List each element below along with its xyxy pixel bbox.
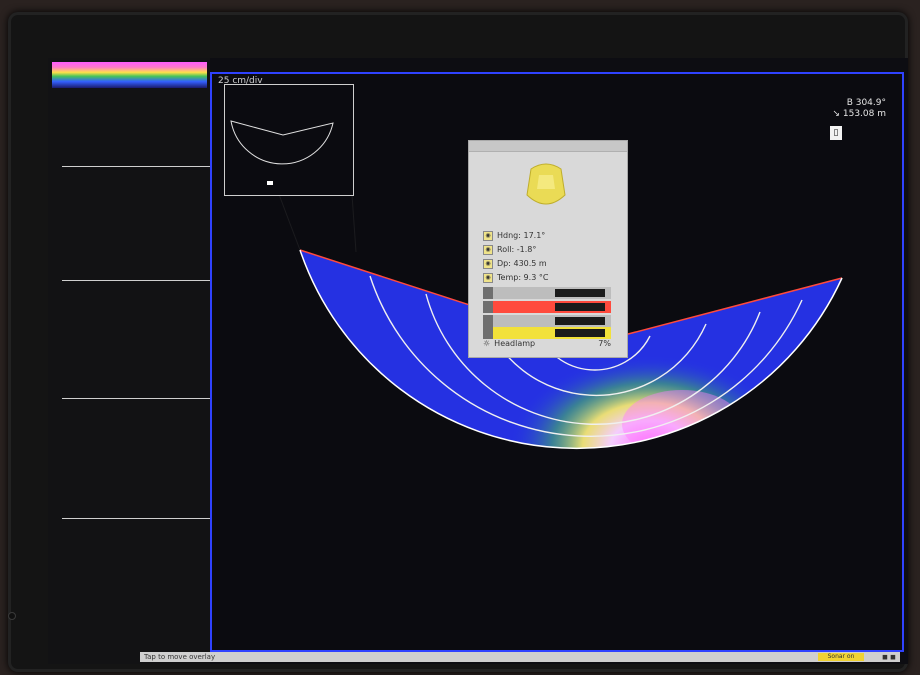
headlamp-icon: ☼ bbox=[483, 338, 491, 348]
temperature-row: ◉ Temp: 9.3 °C bbox=[483, 271, 611, 284]
depth-line bbox=[62, 398, 210, 399]
thermometer-icon: ◉ bbox=[483, 272, 493, 283]
depth-line bbox=[62, 518, 210, 519]
heading-icon: ◉ bbox=[483, 230, 493, 241]
minimap-position-marker bbox=[267, 181, 273, 185]
status-bar-icon bbox=[483, 315, 493, 327]
headlamp-row[interactable]: ☼ Headlamp 7% bbox=[483, 337, 611, 349]
status-bar: Tap to move overlay Sonar on ◼ ◼ bbox=[140, 652, 900, 662]
fan-outer-arc bbox=[299, 249, 843, 449]
minimap-fan-outline bbox=[230, 120, 334, 165]
info-panel-header bbox=[469, 141, 627, 152]
headlamp-label: Headlamp bbox=[494, 338, 536, 348]
roll-row: ◉ Roll: -1.8° bbox=[483, 243, 611, 256]
rov-3d-icon bbox=[526, 163, 566, 205]
status-bar-field bbox=[555, 289, 605, 297]
status-bar-icon bbox=[483, 327, 493, 339]
depth-panel bbox=[48, 58, 210, 664]
minimap-overview[interactable] bbox=[224, 84, 354, 196]
bearing-value: B 304.9° bbox=[846, 98, 886, 108]
depth-icon: ◉ bbox=[483, 258, 493, 269]
sonar-status-badge[interactable]: Sonar on bbox=[818, 653, 864, 661]
bearing-readout: B 304.9° ↘ 153.08 m bbox=[832, 98, 886, 120]
bezel-screw bbox=[8, 612, 16, 620]
status-bar-field bbox=[555, 303, 605, 311]
sonar-screen: 25 cm/div B 304.9° ↘ 153.08 m bbox=[48, 58, 908, 664]
range-ring bbox=[425, 293, 761, 425]
range-ring bbox=[369, 275, 803, 438]
rov-info-panel[interactable]: ◉ Hdng: 17.1° ◉ Roll: -1.8° ◉ Dp: 430.5 … bbox=[468, 140, 628, 358]
status-bar-icon bbox=[483, 287, 493, 299]
sonar-main-view[interactable]: 25 cm/div B 304.9° ↘ 153.08 m bbox=[210, 72, 904, 652]
depth-line bbox=[62, 166, 210, 167]
status-bar-field bbox=[555, 329, 605, 337]
status-bar-2[interactable] bbox=[483, 315, 611, 327]
range-value: ↘ 153.08 m bbox=[832, 109, 886, 119]
depth-line bbox=[62, 280, 210, 281]
heading-row: ◉ Hdng: 17.1° bbox=[483, 229, 611, 242]
minimap-fan-svg bbox=[230, 120, 334, 185]
status-bar-1[interactable] bbox=[483, 287, 611, 299]
temperature-label: Temp: 9.3 °C bbox=[497, 273, 549, 282]
status-bar-field bbox=[555, 317, 605, 325]
status-hint: Tap to move overlay bbox=[144, 653, 216, 661]
roll-label: Roll: -1.8° bbox=[497, 245, 537, 254]
heading-label: Hdng: 17.1° bbox=[497, 231, 546, 240]
status-bar-alert[interactable] bbox=[483, 301, 611, 313]
roll-icon: ◉ bbox=[483, 244, 493, 255]
scale-label: 25 cm/div bbox=[218, 76, 263, 86]
color-palette-bar bbox=[52, 62, 207, 88]
depth-label: Dp: 430.5 m bbox=[497, 259, 547, 268]
status-icons[interactable]: ◼ ◼ bbox=[882, 653, 896, 661]
monitor-bezel: 25 cm/div B 304.9° ↘ 153.08 m bbox=[8, 12, 908, 672]
headlamp-value: 7% bbox=[598, 338, 611, 348]
depth-row: ◉ Dp: 430.5 m bbox=[483, 257, 611, 270]
status-bar-warning[interactable] bbox=[483, 327, 611, 339]
document-icon[interactable]: ▯ bbox=[830, 126, 842, 140]
status-bar-icon bbox=[483, 301, 493, 313]
